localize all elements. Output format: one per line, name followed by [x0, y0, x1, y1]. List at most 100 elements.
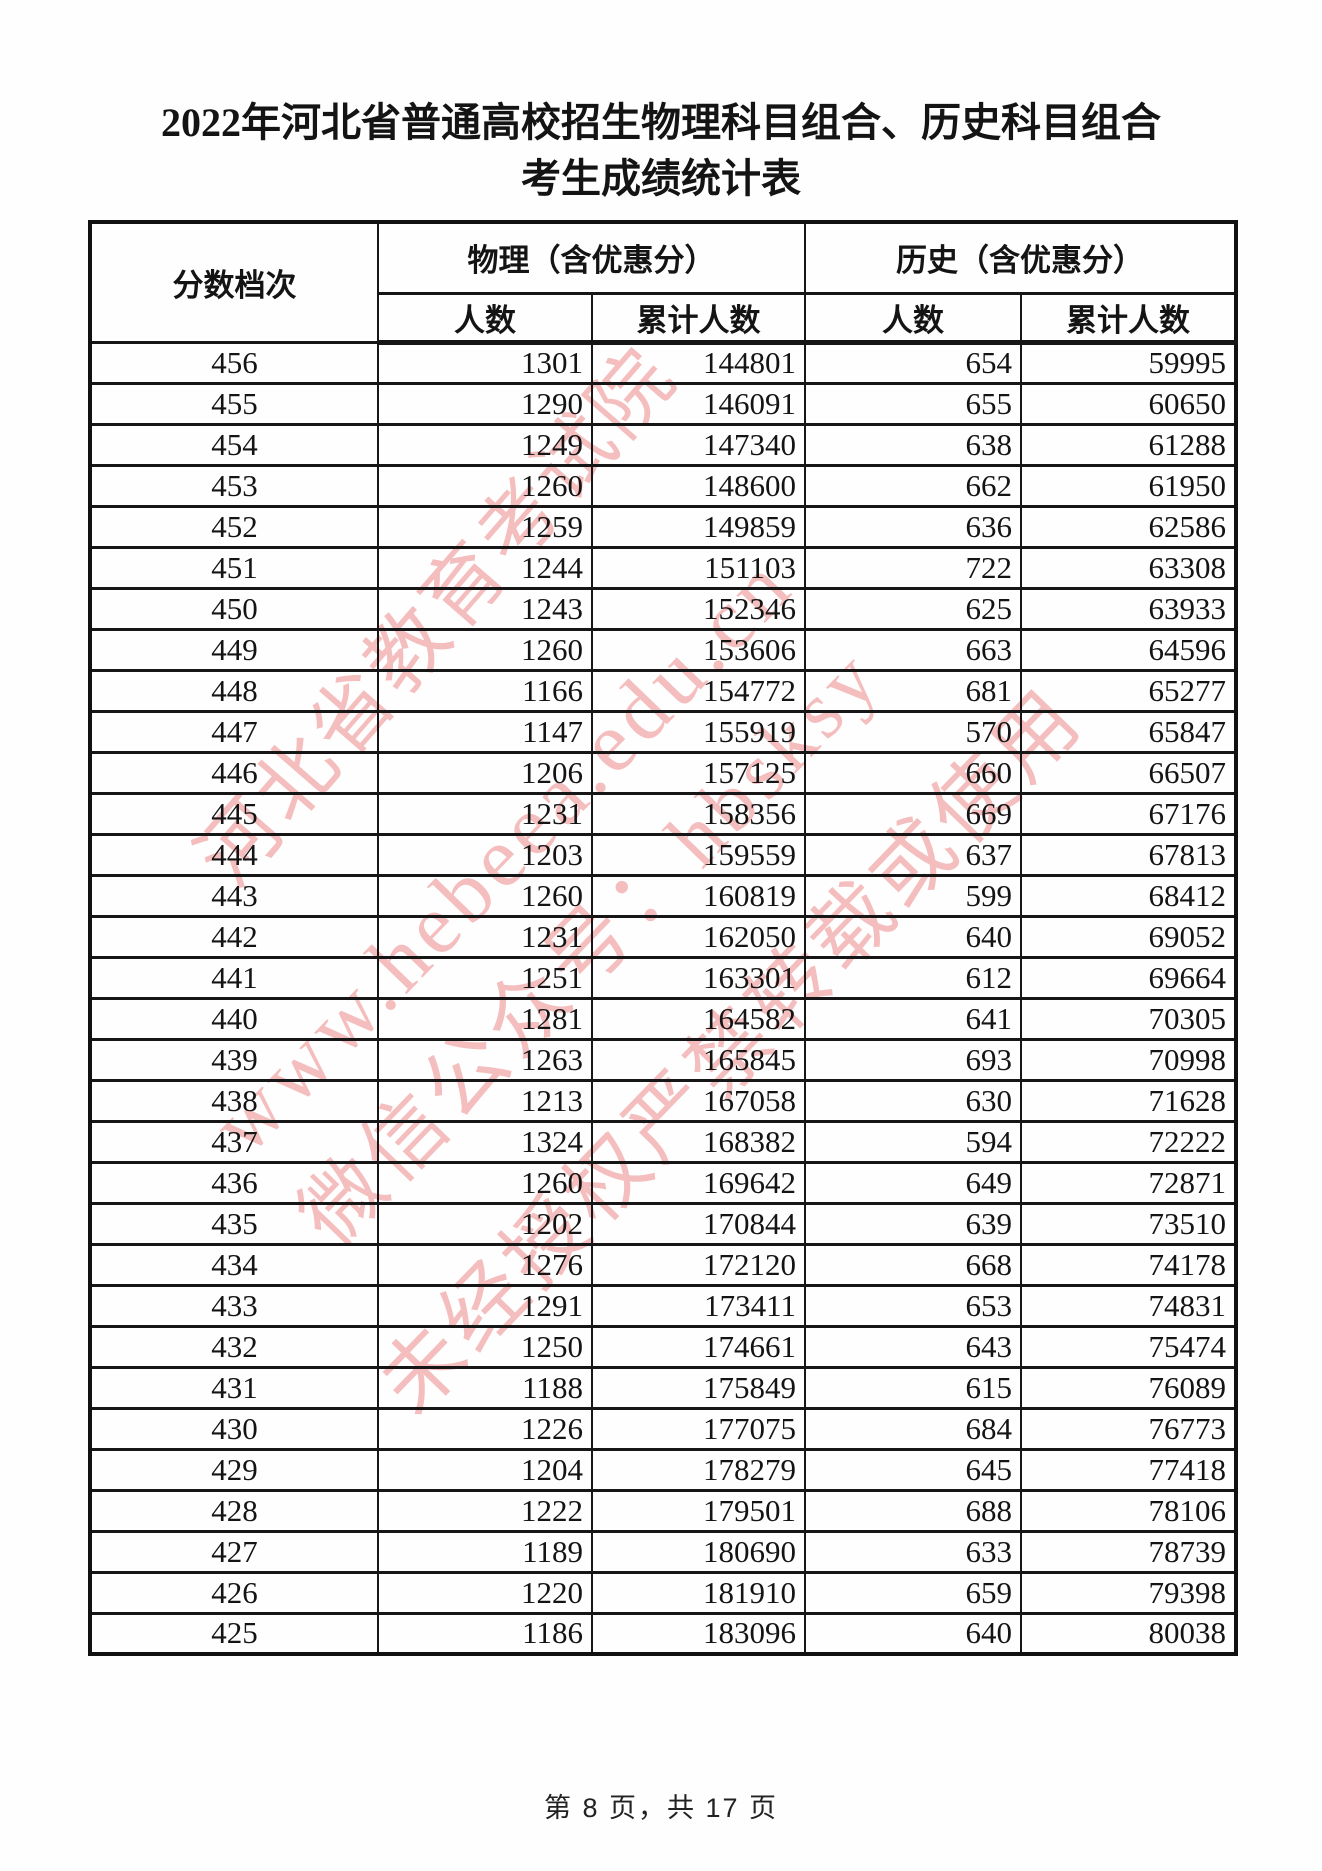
score-band-cell: 438	[89, 1078, 379, 1123]
header-history-count: 人数	[804, 291, 1022, 345]
physics-count-cell: 1259	[377, 504, 593, 549]
header-sub-row: 人数 累计人数 人数 累计人数	[90, 291, 1237, 345]
physics-count-cell: 1251	[377, 955, 593, 1000]
header-physics-group: 物理（含优惠分）	[377, 220, 806, 295]
physics-count-cell: 1220	[377, 1570, 593, 1615]
history-count-cell: 643	[804, 1324, 1022, 1369]
physics-count-cell: 1260	[377, 463, 593, 508]
history-count-cell: 654	[804, 340, 1022, 385]
history-cumulative-cell: 63933	[1020, 586, 1237, 631]
table-row: 442 1231 162050 640 69052	[89, 914, 1237, 959]
history-cumulative-cell: 61950	[1020, 463, 1237, 508]
history-cumulative-cell: 69052	[1020, 914, 1237, 959]
physics-count-cell: 1231	[377, 914, 593, 959]
table-row: 446 1206 157125 660 66507	[89, 750, 1237, 795]
physics-cumulative-cell: 159559	[591, 832, 806, 877]
table-row: 434 1276 172120 668 74178	[89, 1242, 1237, 1287]
physics-count-cell: 1276	[377, 1242, 593, 1287]
history-cumulative-cell: 78739	[1020, 1529, 1237, 1574]
history-cumulative-cell: 80038	[1020, 1611, 1237, 1656]
score-band-cell: 428	[89, 1488, 379, 1533]
table-row: 435 1202 170844 639 73510	[89, 1201, 1237, 1246]
score-band-cell: 449	[89, 627, 379, 672]
history-cumulative-cell: 76773	[1020, 1406, 1237, 1451]
physics-cumulative-cell: 155919	[591, 709, 806, 754]
history-cumulative-cell: 59995	[1020, 340, 1237, 385]
history-cumulative-cell: 77418	[1020, 1447, 1237, 1492]
history-count-cell: 653	[804, 1283, 1022, 1328]
physics-cumulative-cell: 158356	[591, 791, 806, 836]
history-count-cell: 570	[804, 709, 1022, 754]
physics-count-cell: 1204	[377, 1447, 593, 1492]
physics-count-cell: 1243	[377, 586, 593, 631]
header-score-band: 分数档次	[89, 220, 379, 344]
score-band-cell: 446	[89, 750, 379, 795]
physics-count-cell: 1147	[377, 709, 593, 754]
physics-count-cell: 1213	[377, 1078, 593, 1123]
history-count-cell: 639	[804, 1201, 1022, 1246]
physics-count-cell: 1186	[377, 1611, 593, 1656]
score-band-cell: 452	[89, 504, 379, 549]
table-body: 456 1301 144801 654 59995 455 1290 146091 655 606…	[89, 340, 1237, 1656]
physics-count-cell: 1166	[377, 668, 593, 713]
physics-cumulative-cell: 147340	[591, 422, 806, 467]
table-row: 453 1260 148600 662 61950	[89, 463, 1237, 508]
history-cumulative-cell: 70305	[1020, 996, 1237, 1041]
history-count-cell: 645	[804, 1447, 1022, 1492]
physics-count-cell: 1206	[377, 750, 593, 795]
history-cumulative-cell: 75474	[1020, 1324, 1237, 1369]
score-band-cell: 454	[89, 422, 379, 467]
history-cumulative-cell: 67176	[1020, 791, 1237, 836]
history-cumulative-cell: 64596	[1020, 627, 1237, 672]
history-cumulative-cell: 65277	[1020, 668, 1237, 713]
table-row: 439 1263 165845 693 70998	[89, 1037, 1237, 1082]
physics-count-cell: 1250	[377, 1324, 593, 1369]
table-row: 426 1220 181910 659 79398	[89, 1570, 1237, 1615]
physics-cumulative-cell: 179501	[591, 1488, 806, 1533]
physics-count-cell: 1324	[377, 1119, 593, 1164]
physics-cumulative-cell: 164582	[591, 996, 806, 1041]
header-group-row: 分数档次 物理（含优惠分） 历史（含优惠分）	[89, 220, 1237, 344]
physics-cumulative-cell: 157125	[591, 750, 806, 795]
score-band-cell: 448	[89, 668, 379, 713]
physics-cumulative-cell: 163301	[591, 955, 806, 1000]
table-row: 445 1231 158356 669 67176	[89, 791, 1237, 836]
table-row: 455 1290 146091 655 60650	[89, 381, 1237, 426]
score-band-cell: 431	[89, 1365, 379, 1410]
physics-cumulative-cell: 162050	[591, 914, 806, 959]
physics-count-cell: 1202	[377, 1201, 593, 1246]
physics-cumulative-cell: 175849	[591, 1365, 806, 1410]
history-cumulative-cell: 76089	[1020, 1365, 1237, 1410]
physics-count-cell: 1263	[377, 1037, 593, 1082]
history-count-cell: 663	[804, 627, 1022, 672]
history-cumulative-cell: 79398	[1020, 1570, 1237, 1615]
table-row: 450 1243 152346 625 63933	[89, 586, 1237, 631]
table-row: 451 1244 151103 722 63308	[89, 545, 1237, 590]
history-count-cell: 633	[804, 1529, 1022, 1574]
table-row: 438 1213 167058 630 71628	[89, 1078, 1237, 1123]
physics-cumulative-cell: 173411	[591, 1283, 806, 1328]
header-physics-cumulative: 累计人数	[591, 291, 806, 345]
score-band-cell: 439	[89, 1037, 379, 1082]
table-row: 432 1250 174661 643 75474	[89, 1324, 1237, 1369]
physics-count-cell: 1244	[377, 545, 593, 590]
history-count-cell: 681	[804, 668, 1022, 713]
history-count-cell: 615	[804, 1365, 1022, 1410]
physics-count-cell: 1249	[377, 422, 593, 467]
table-row: 449 1260 153606 663 64596	[89, 627, 1237, 672]
history-count-cell: 649	[804, 1160, 1022, 1205]
physics-cumulative-cell: 154772	[591, 668, 806, 713]
table-row: 429 1204 178279 645 77418	[89, 1447, 1237, 1492]
table-row: 428 1222 179501 688 78106	[89, 1488, 1237, 1533]
physics-count-cell: 1189	[377, 1529, 593, 1574]
physics-cumulative-cell: 148600	[591, 463, 806, 508]
physics-cumulative-cell: 165845	[591, 1037, 806, 1082]
history-cumulative-cell: 70998	[1020, 1037, 1237, 1082]
physics-count-cell: 1301	[377, 340, 593, 385]
history-count-cell: 637	[804, 832, 1022, 877]
physics-cumulative-cell: 149859	[591, 504, 806, 549]
physics-cumulative-cell: 177075	[591, 1406, 806, 1451]
physics-cumulative-cell: 152346	[591, 586, 806, 631]
physics-count-cell: 1231	[377, 791, 593, 836]
